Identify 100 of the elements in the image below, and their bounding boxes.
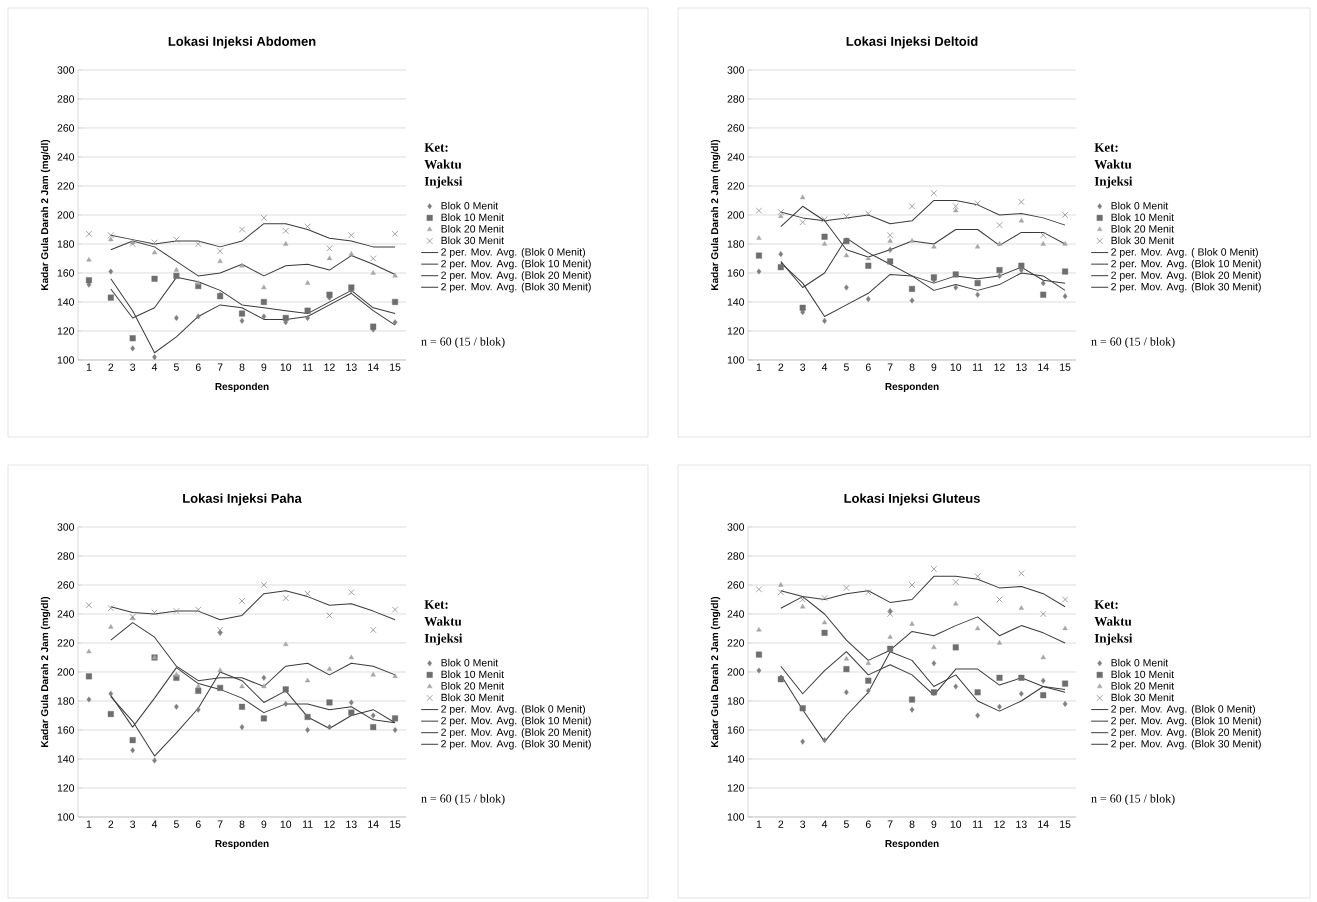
x-tick-label: 2 xyxy=(108,820,114,828)
x-tick-label: 15 xyxy=(390,820,401,828)
x-tick-label: 13 xyxy=(346,820,357,828)
x-tick-label: 4 xyxy=(821,820,828,828)
x-tick-label: 9 xyxy=(261,363,267,371)
x-tick-label: 1 xyxy=(756,363,762,371)
x-tick-label: 2 xyxy=(108,363,114,371)
y-tick-label: 200 xyxy=(727,211,745,219)
y-tick-label: 120 xyxy=(727,327,745,335)
x-tick-label: 12 xyxy=(994,820,1005,828)
text: n = 60 (15 / blok) xyxy=(1091,337,1175,349)
y-tick-label: 280 xyxy=(727,95,745,103)
legend-label: Blok 10 Menit xyxy=(441,670,504,679)
x-tick-label: 1 xyxy=(86,363,92,371)
x-tick-label: 14 xyxy=(1038,820,1049,828)
x-tick-label: 3 xyxy=(800,820,806,828)
x-tick-label: 8 xyxy=(909,363,915,371)
x-tick-label: 3 xyxy=(130,363,136,371)
y-tick-label: 260 xyxy=(57,124,75,132)
x-tick-label: 3 xyxy=(130,820,136,828)
x-tick-label: 13 xyxy=(346,363,357,371)
y-tick-label: 180 xyxy=(727,697,745,705)
legend-label: 2 per. Mov. Avg. (Blok 20 Menit) xyxy=(441,271,591,281)
legend-label: Blok 20 Menit xyxy=(441,681,504,690)
x-tick-label: 11 xyxy=(972,820,983,828)
x-tick-label: 2 xyxy=(778,363,784,371)
x-tick-label: 14 xyxy=(1038,363,1049,371)
y-tick-label: 180 xyxy=(57,697,75,705)
x-axis-title: Responden xyxy=(885,839,939,850)
y-tick-label: 160 xyxy=(727,269,745,277)
x-tick-label: 7 xyxy=(887,363,893,371)
y-tick-label: 160 xyxy=(727,726,745,734)
legend-title: Ket: Waktu Injeksi xyxy=(424,600,463,646)
legend-label: 2 per. Mov. Avg. (Blok 30 Menit) xyxy=(1111,282,1261,293)
x-axis-title: Responden xyxy=(215,839,269,850)
x-tick-label: 4 xyxy=(151,820,158,828)
y-tick-label: 160 xyxy=(57,269,75,277)
y-tick-label: 220 xyxy=(57,639,75,647)
y-tick-label: 220 xyxy=(727,182,745,190)
legend-label: 2 per. Mov. Avg. (Blok 30 Menit) xyxy=(441,282,591,293)
x-tick-label: 11 xyxy=(972,363,983,371)
y-tick-label: 180 xyxy=(727,240,745,248)
y-tick-label: 180 xyxy=(57,240,75,248)
x-tick-label: 8 xyxy=(239,820,245,828)
y-tick-label: 200 xyxy=(727,668,745,676)
y-axis-title: Kadar Gula Darah 2 Jam (mg/dl) xyxy=(40,139,51,290)
legend-label: 2 per. Mov. Avg. (Blok 30 Menit) xyxy=(1111,739,1261,750)
y-tick-label: 280 xyxy=(57,95,75,103)
legend-label: Blok 20 Menit xyxy=(1111,224,1174,233)
x-axis-title: Responden xyxy=(885,382,939,393)
text: n = 60 (15 / blok) xyxy=(421,337,505,349)
legend-label: Blok 10 Menit xyxy=(1111,670,1174,679)
y-tick-label: 280 xyxy=(727,552,745,560)
legend-label: Blok 10 Menit xyxy=(1111,213,1174,222)
legend-label: 2 per. Mov. Avg. (Blok 30 Menit) xyxy=(441,739,591,750)
y-tick-label: 120 xyxy=(57,784,75,792)
x-tick-label: 10 xyxy=(280,820,292,828)
text: n = 60 (15 / blok) xyxy=(421,794,505,806)
legend-label: 2 per. Mov. Avg. (Blok 20 Menit) xyxy=(441,728,591,738)
legend-label: Blok 20 Menit xyxy=(1111,681,1174,690)
legend-label: Blok 30 Menit xyxy=(441,693,504,702)
chart-title: Lokasi Injeksi Deltoid xyxy=(846,36,978,49)
x-tick-label: 9 xyxy=(261,820,267,828)
y-tick-label: 140 xyxy=(57,298,75,306)
y-tick-label: 200 xyxy=(57,668,75,676)
legend-label: Blok 0 Menit xyxy=(1111,658,1169,667)
x-tick-label: 4 xyxy=(151,363,158,371)
chart-title: Lokasi Injeksi Abdomen xyxy=(168,36,316,49)
x-tick-label: 6 xyxy=(195,820,201,828)
x-tick-label: 12 xyxy=(324,363,335,371)
y-tick-label: 100 xyxy=(57,356,75,364)
y-tick-label: 260 xyxy=(727,124,745,132)
y-tick-label: 240 xyxy=(57,153,75,161)
y-tick-label: 120 xyxy=(57,327,75,335)
x-tick-label: 6 xyxy=(865,363,871,371)
y-axis-title: Kadar Gula Darah 2 Jam (mg/dl) xyxy=(710,139,721,290)
x-tick-label: 3 xyxy=(800,363,806,371)
y-tick-label: 140 xyxy=(727,298,745,306)
y-tick-label: 300 xyxy=(727,523,745,531)
x-tick-label: 15 xyxy=(1060,820,1071,828)
x-tick-label: 7 xyxy=(217,363,223,371)
legend-label: 2 per. Mov. Avg. (Blok 0 Menit) xyxy=(441,705,585,715)
chart-title: Lokasi Injeksi Gluteus xyxy=(844,493,980,506)
y-tick-label: 260 xyxy=(57,581,75,589)
legend-label: Blok 30 Menit xyxy=(1111,236,1174,245)
y-tick-label: 300 xyxy=(57,66,75,74)
legend-label: 2 per. Mov. Avg. (Blok 20 Menit) xyxy=(1111,728,1261,738)
x-tick-label: 8 xyxy=(239,363,245,371)
y-axis-title: Kadar Gula Darah 2 Jam (mg/dl) xyxy=(40,596,51,747)
x-tick-label: 11 xyxy=(302,363,313,371)
y-axis-title: Kadar Gula Darah 2 Jam (mg/dl) xyxy=(710,596,721,747)
x-tick-label: 12 xyxy=(994,363,1005,371)
legend-title: Ket: Waktu Injeksi xyxy=(1094,600,1133,646)
x-tick-label: 14 xyxy=(368,820,379,828)
y-tick-label: 160 xyxy=(57,726,75,734)
legend-label: 2 per. Mov. Avg. (Blok 0 Menit) xyxy=(441,248,585,258)
x-tick-label: 1 xyxy=(756,820,762,828)
legend-label: 2 per. Mov. Avg. (Blok 20 Menit) xyxy=(1111,271,1261,281)
y-tick-label: 240 xyxy=(727,610,745,618)
x-tick-label: 2 xyxy=(778,820,784,828)
